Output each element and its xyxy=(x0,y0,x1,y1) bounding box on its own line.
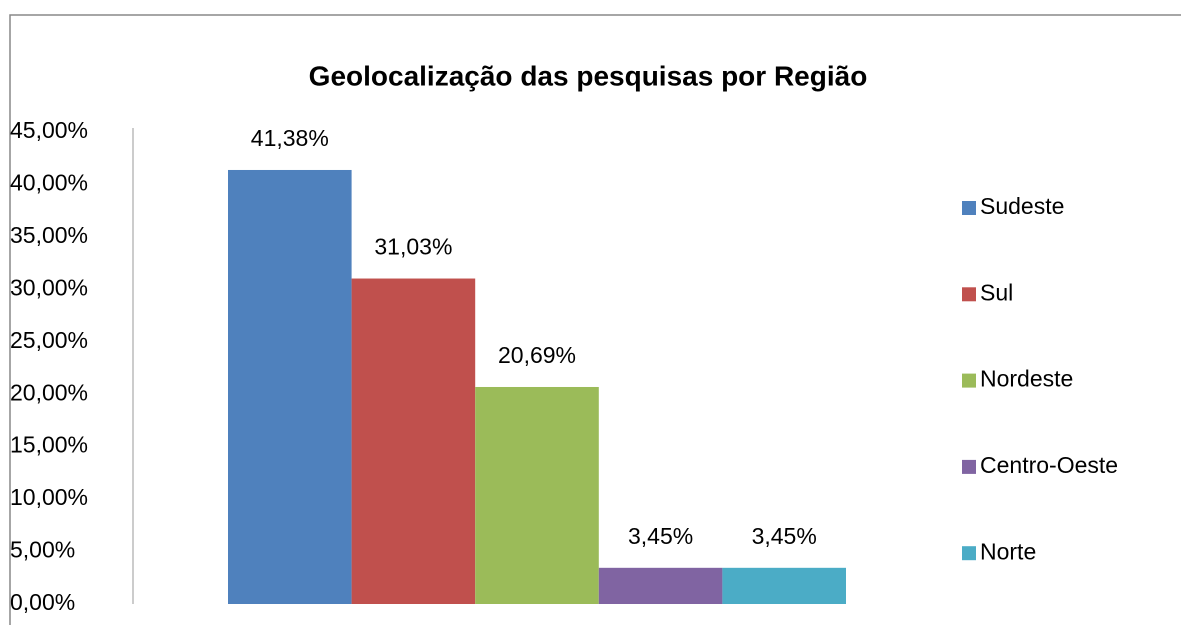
chart-frame xyxy=(9,14,1181,625)
bar xyxy=(351,278,476,604)
legend-label: Sul xyxy=(980,279,1013,305)
y-tick-label: 15,00% xyxy=(10,432,88,458)
value-label: 3,45% xyxy=(628,523,693,549)
legend-label: Sudeste xyxy=(980,193,1064,219)
legend-swatch xyxy=(962,287,976,302)
y-tick-label: 45,00% xyxy=(10,117,88,143)
legend-label: Centro-Oeste xyxy=(980,452,1118,478)
y-tick-label: 20,00% xyxy=(10,379,88,405)
legend-label: Nordeste xyxy=(980,366,1073,392)
value-label: 41,38% xyxy=(251,125,329,151)
y-tick-label: 25,00% xyxy=(10,327,88,353)
y-tick-label: 5,00% xyxy=(10,537,75,563)
bar xyxy=(228,169,352,604)
value-label: 20,69% xyxy=(498,342,576,368)
legend-swatch xyxy=(962,459,976,474)
y-tick-label: 10,00% xyxy=(10,484,88,510)
value-label: 31,03% xyxy=(374,234,452,260)
y-tick-label: 0,00% xyxy=(10,589,75,615)
bar xyxy=(475,386,599,604)
bar xyxy=(722,567,846,604)
legend-swatch xyxy=(962,373,976,388)
y-tick-label: 35,00% xyxy=(10,222,88,248)
legend-swatch xyxy=(962,546,976,561)
legend-label: Norte xyxy=(980,538,1036,564)
chart-title: Geolocalização das pesquisas por Região xyxy=(309,60,868,91)
y-tick-label: 30,00% xyxy=(10,274,88,300)
y-tick-label: 40,00% xyxy=(10,170,88,196)
bar xyxy=(598,567,723,604)
legend-swatch xyxy=(962,201,976,215)
value-label: 3,45% xyxy=(752,523,817,549)
